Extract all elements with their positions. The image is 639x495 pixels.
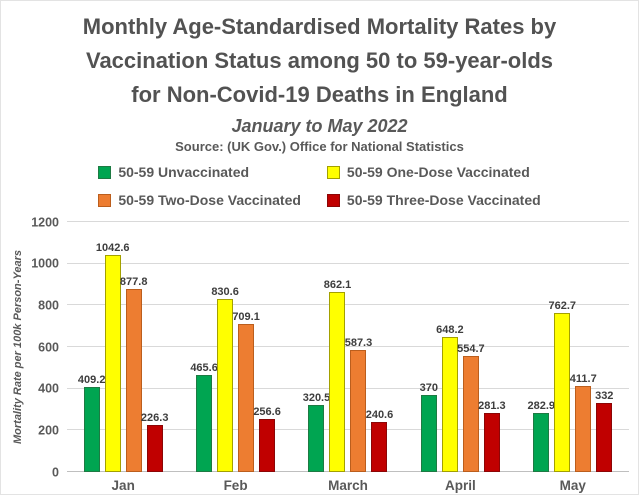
bar: 1042.6 — [96, 242, 130, 472]
bar: 281.3 — [478, 401, 506, 472]
legend-label: 50-59 Two-Dose Vaccinated — [118, 192, 301, 208]
legend-item: 50-59 Unvaccinated — [98, 164, 301, 180]
bar: 862.1 — [324, 280, 351, 472]
bar-group: 409.2 1042.6 877.8 226.3 — [78, 222, 168, 472]
y-tick-label: 1000 — [31, 256, 59, 271]
x-tick-label: Jan — [111, 478, 135, 493]
x-axis-spacer — [5, 478, 67, 493]
bar: 709.1 — [232, 312, 260, 472]
gridline — [67, 221, 629, 222]
x-tick-label: April — [444, 478, 476, 493]
bar-groups: 409.2 1042.6 877.8 226.3 465.6 830.6 709.1 256.… — [67, 222, 629, 472]
bar-value-label: 282.9 — [527, 400, 556, 413]
bar-value-label: 332 — [595, 389, 614, 402]
bar: 465.6 — [190, 363, 218, 472]
plot-area: 409.2 1042.6 877.8 226.3 465.6 830.6 709.1 256.… — [67, 221, 629, 472]
bar-group: 320.5 862.1 587.3 240.6 — [303, 222, 393, 472]
y-axis-title: Mortality Rate per 100k Person-Years — [12, 249, 24, 445]
x-axis: Jan Feb March April May — [1, 478, 638, 493]
bar: 554.7 — [457, 344, 485, 472]
gridline — [67, 346, 629, 347]
x-axis-labels: Jan Feb March April May — [67, 478, 629, 493]
bar: 256.6 — [253, 406, 281, 472]
bar: 282.9 — [527, 401, 555, 472]
legend-label: 50-59 Unvaccinated — [118, 164, 250, 180]
legend-item: 50-59 Two-Dose Vaccinated — [98, 192, 301, 208]
x-tick-label: March — [328, 478, 368, 493]
bar-group: 370 648.2 554.7 281.3 — [420, 222, 506, 472]
bar: 762.7 — [548, 301, 576, 472]
bar-group: 282.9 762.7 411.7 332 — [527, 222, 613, 472]
bar-value-label: 465.6 — [190, 362, 218, 374]
chart-title-line: Vaccination Status among 50 to 59-year-o… — [85, 48, 554, 73]
bar-group: 465.6 830.6 709.1 256.6 — [190, 222, 281, 472]
gridline — [67, 262, 629, 264]
bar-value-label: 409.2 — [77, 373, 106, 386]
bar-value-label: 1042.6 — [95, 241, 130, 254]
bar: 877.8 — [120, 277, 147, 472]
chart-area: Mortality Rate per 100k Person-Years 0 20… — [1, 216, 638, 478]
legend-swatch-icon — [326, 193, 340, 207]
bar-value-label: 320.5 — [302, 392, 331, 405]
bar-value-label: 709.1 — [232, 311, 260, 324]
bar: 411.7 — [570, 374, 597, 472]
bar-value-label: 256.6 — [253, 405, 281, 418]
legend-item: 50-59 Three-Dose Vaccinated — [326, 192, 541, 208]
bar: 587.3 — [345, 337, 372, 472]
bar: 320.5 — [303, 393, 330, 472]
bar-value-label: 411.7 — [569, 373, 597, 386]
x-axis-baseline — [67, 471, 629, 472]
gridline — [67, 429, 629, 431]
bar: 226.3 — [141, 412, 168, 472]
bar-value-label: 226.3 — [140, 411, 169, 424]
gridline — [67, 387, 629, 389]
legend-swatch-icon — [98, 193, 112, 207]
gridline — [67, 304, 629, 306]
bar-value-label: 830.6 — [211, 285, 239, 298]
chart-title-line: for Non-Covid-19 Deaths in England — [131, 82, 508, 107]
legend-swatch-icon — [326, 165, 340, 179]
bar: 332 — [595, 390, 613, 472]
y-tick-label: 200 — [38, 423, 59, 438]
chart-title-line: Monthly Age-Standardised Mortality Rates… — [82, 14, 557, 39]
bar-value-label: 370 — [419, 381, 439, 394]
bar: 370 — [420, 382, 438, 472]
bar: 409.2 — [78, 374, 105, 472]
legend-swatch-icon — [98, 165, 112, 179]
legend: 50-59 Unvaccinated 50-59 One-Dose Vaccina… — [98, 164, 541, 208]
chart-title: Monthly Age-Standardised Mortality Rates… — [1, 10, 638, 112]
bar: 240.6 — [366, 409, 393, 472]
x-tick-label: Feb — [223, 478, 248, 493]
bar-value-label: 877.8 — [119, 276, 148, 289]
legend-label: 50-59 One-Dose Vaccinated — [346, 164, 530, 180]
bar: 648.2 — [436, 324, 464, 472]
bar-value-label: 862.1 — [323, 279, 352, 292]
bar-value-label: 587.3 — [344, 336, 373, 349]
source-note: Source: (UK Gov.) Office for National St… — [175, 139, 464, 154]
legend-item: 50-59 One-Dose Vaccinated — [326, 164, 541, 180]
bar-value-label: 648.2 — [436, 323, 464, 336]
y-tick-label: 1200 — [31, 214, 59, 229]
bar-value-label: 554.7 — [457, 343, 485, 356]
bar-value-label: 240.6 — [365, 408, 394, 421]
y-tick-label: 400 — [38, 381, 59, 396]
bar-value-label: 762.7 — [548, 300, 577, 313]
y-tick-label: 600 — [38, 339, 59, 354]
bar-value-label: 281.3 — [478, 400, 506, 413]
x-tick-label: May — [559, 478, 586, 493]
y-tick-label: 0 — [52, 464, 59, 479]
chart-subtitle: January to May 2022 — [231, 116, 408, 136]
bar: 830.6 — [211, 286, 239, 472]
y-tick-label: 800 — [38, 298, 59, 313]
y-axis-ticks: 0 200 400 600 800 1000 1200 — [31, 216, 67, 478]
legend-label: 50-59 Three-Dose Vaccinated — [346, 192, 541, 208]
